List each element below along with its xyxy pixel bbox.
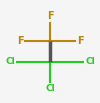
Text: F: F bbox=[17, 36, 23, 46]
Text: F: F bbox=[47, 11, 53, 22]
Text: Cl: Cl bbox=[45, 84, 55, 93]
Text: Cl: Cl bbox=[85, 57, 95, 66]
Text: F: F bbox=[77, 36, 83, 46]
Text: Cl: Cl bbox=[5, 57, 15, 66]
